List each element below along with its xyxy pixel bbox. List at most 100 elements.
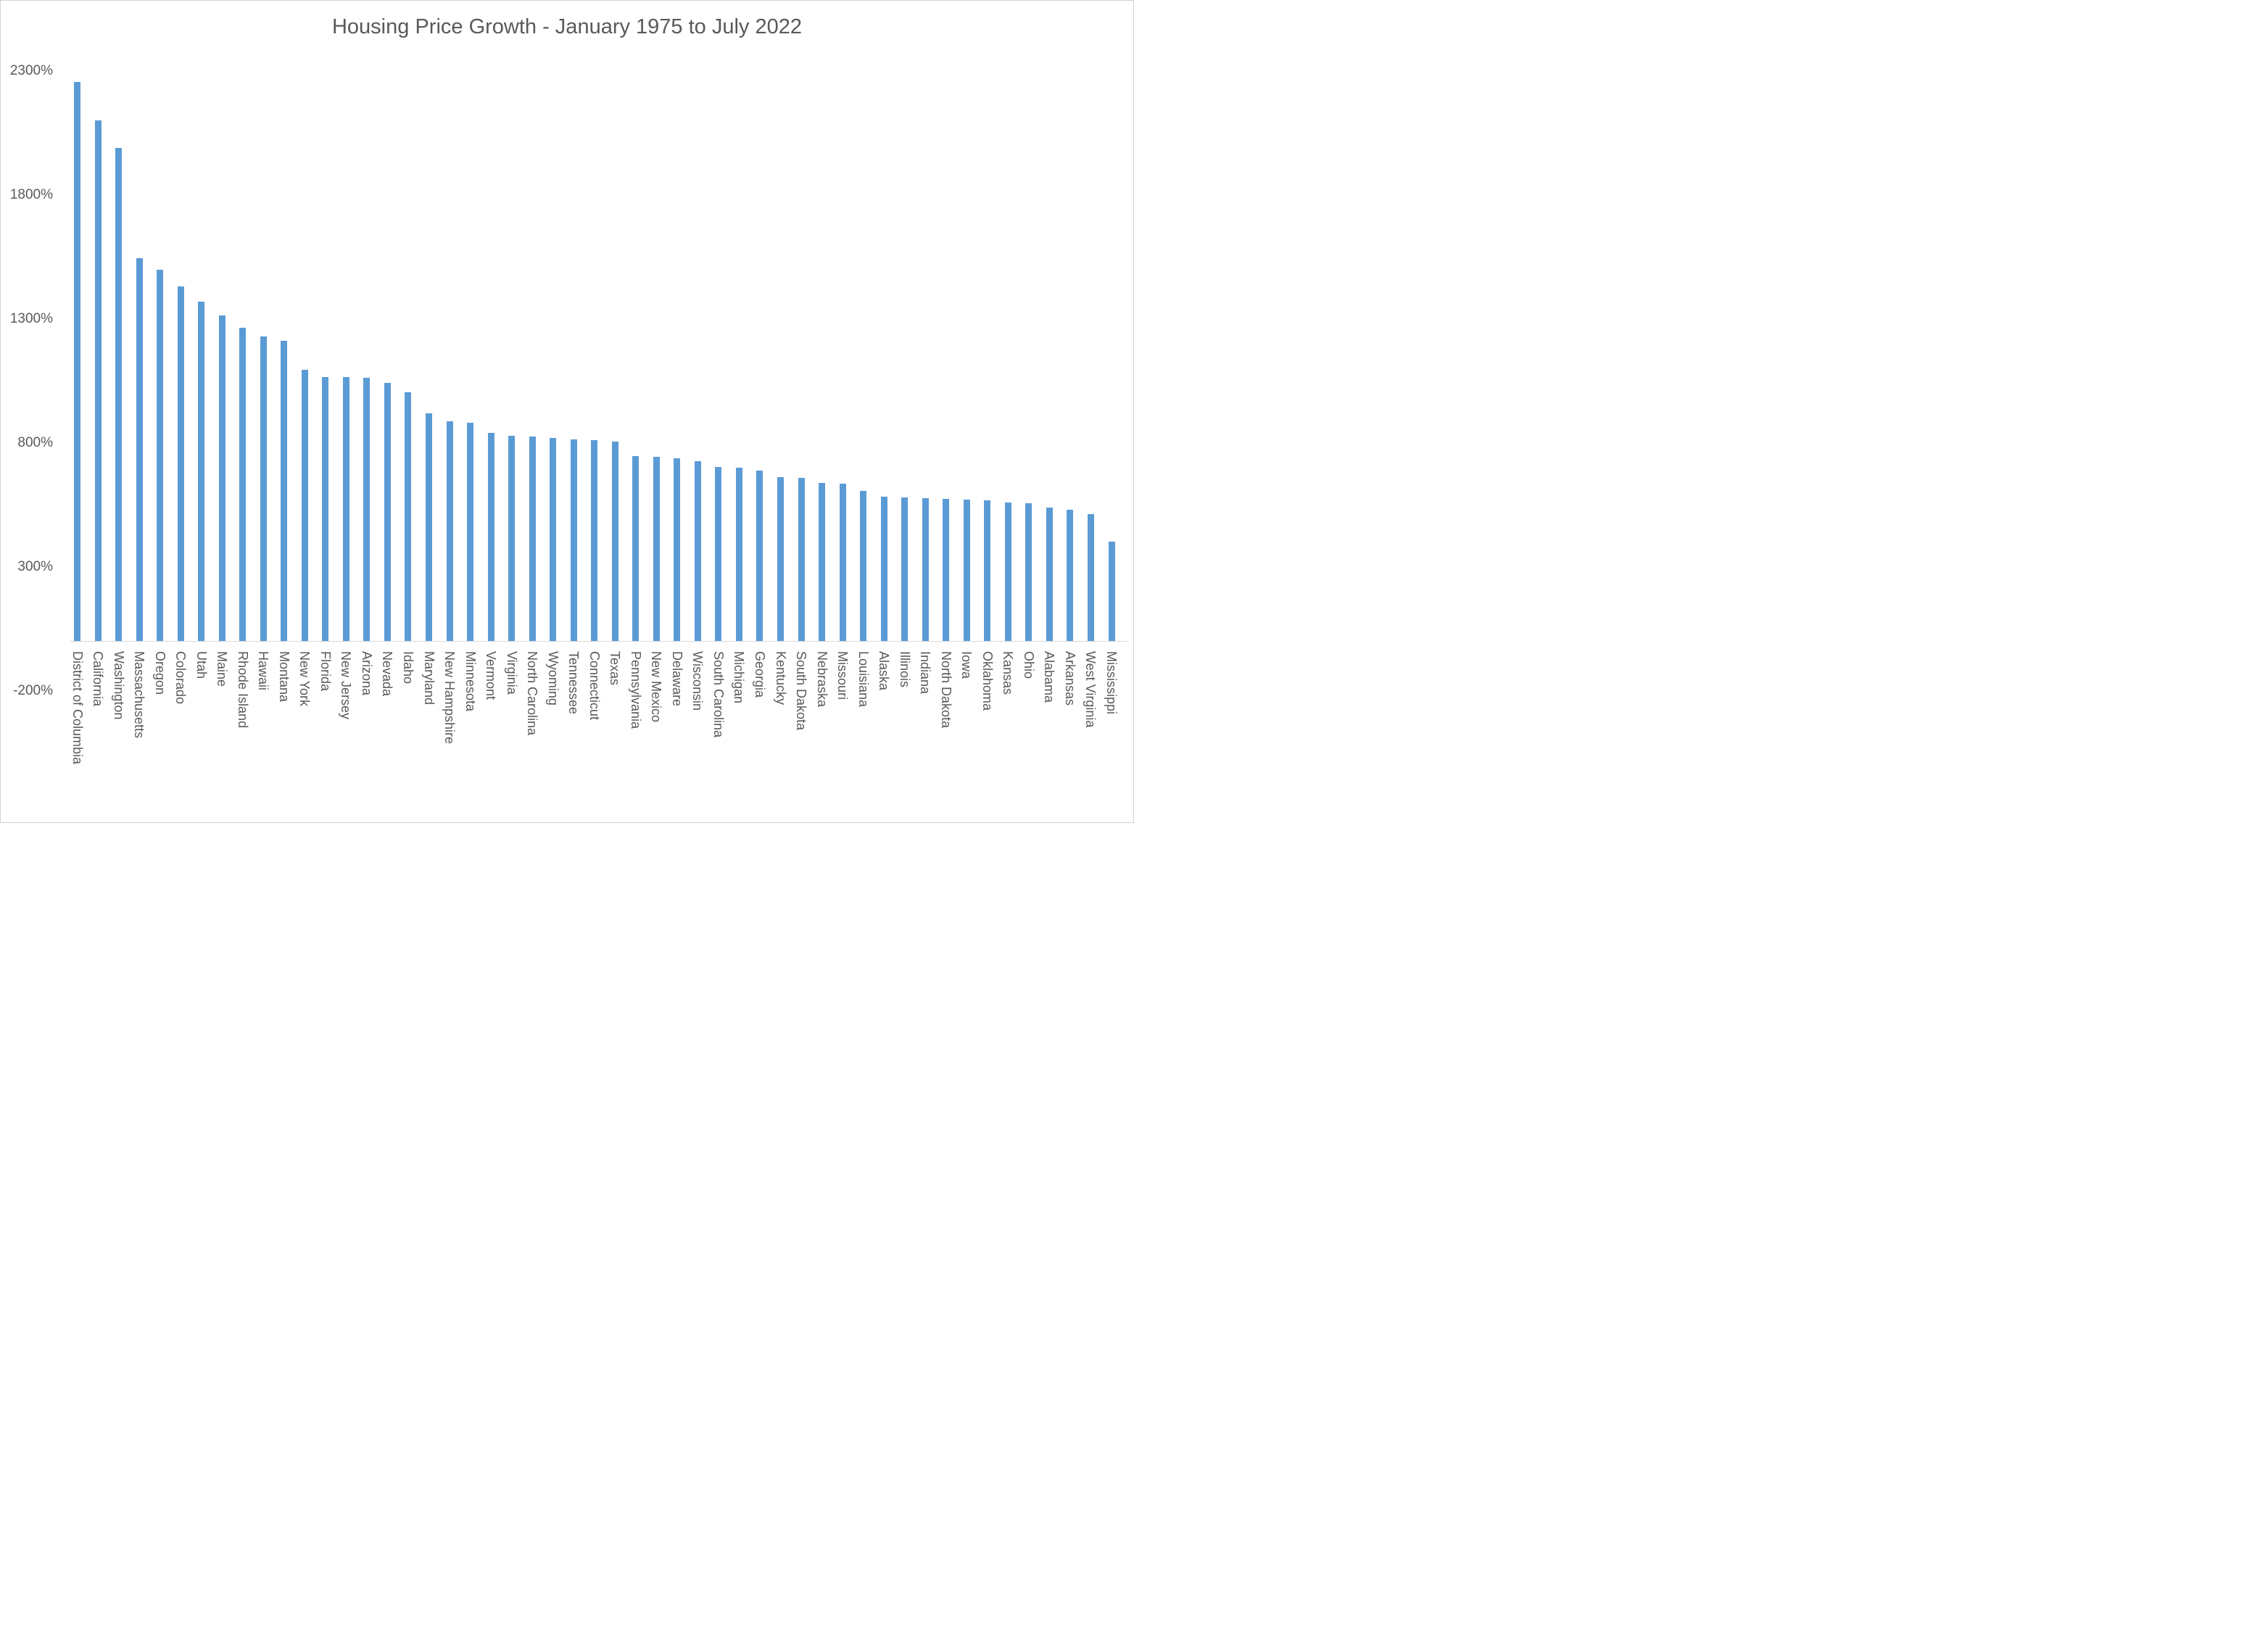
bar: [819, 483, 826, 641]
bar: [694, 460, 701, 641]
x-axis-label: Connecticut: [587, 651, 602, 721]
x-axis-label: New Hampshire: [442, 651, 458, 745]
bar: [1087, 513, 1094, 641]
plot-area: 2300% 1800% 1300% 800% 300% -200% District of…: [1, 1, 1133, 822]
bar: [632, 455, 640, 641]
bar: [218, 315, 225, 641]
x-axis-label: Vermont: [484, 651, 499, 700]
x-axis-label: Arizona: [359, 651, 374, 696]
y-tick-label: 800%: [17, 434, 53, 450]
bar: [570, 439, 577, 641]
bar: [446, 421, 453, 641]
x-axis-label: Arkansas: [1062, 651, 1077, 706]
x-axis-label: North Dakota: [938, 651, 953, 729]
x-axis-label: West Virginia: [1083, 651, 1098, 728]
x-axis-label: Nevada: [380, 651, 395, 697]
x-axis-label: Wyoming: [545, 651, 560, 706]
bar: [611, 441, 618, 641]
bar: [984, 500, 991, 641]
x-axis-label: New Jersey: [339, 651, 354, 720]
x-axis-label: Maine: [215, 651, 230, 687]
x-axis-label: Minnesota: [463, 651, 478, 712]
x-axis-label: Louisiana: [856, 651, 871, 708]
chart: Housing Price Growth - January 1975 to J…: [0, 0, 1134, 823]
x-axis-label: Utah: [194, 651, 209, 679]
bar: [363, 378, 371, 641]
bar: [1025, 503, 1032, 641]
bar: [839, 484, 846, 641]
bar: [591, 439, 598, 641]
bar: [115, 148, 123, 641]
bar: [177, 286, 184, 641]
x-axis-label: Iowa: [959, 651, 974, 679]
bar: [74, 81, 80, 641]
bar: [1067, 509, 1074, 641]
x-axis-label: Montana: [276, 651, 291, 703]
x-axis-label: Colorado: [173, 651, 189, 705]
bar: [943, 498, 950, 641]
x-axis-label: Illinois: [897, 651, 912, 688]
bar: [1046, 508, 1053, 641]
x-axis-label: New Mexico: [649, 651, 664, 723]
y-tick-label: 1800%: [9, 186, 53, 202]
bar: [860, 491, 867, 641]
bar: [384, 383, 391, 641]
bar: [322, 376, 329, 641]
x-axis-label: Ohio: [1021, 651, 1036, 679]
bar: [405, 392, 412, 641]
x-axis-label: Rhode Island: [235, 651, 250, 729]
y-tick-label: -200%: [13, 682, 53, 698]
bar: [880, 496, 887, 641]
x-axis-label: Washington: [111, 651, 126, 720]
x-axis-label: Virginia: [504, 651, 519, 695]
bar: [198, 302, 205, 641]
x-axis-label: South Dakota: [794, 651, 809, 731]
x-axis-label: Alabama: [1042, 651, 1057, 703]
x-axis-label: Mississippi: [1104, 651, 1119, 715]
x-axis-label: Idaho: [400, 651, 415, 685]
x-axis-label: Wisconsin: [690, 651, 705, 711]
bar: [94, 120, 102, 641]
x-axis-label: Georgia: [752, 651, 767, 698]
x-axis-label: North Carolina: [525, 651, 540, 736]
bar: [281, 340, 288, 641]
x-axis-label: Kansas: [1001, 651, 1016, 695]
bar: [1108, 542, 1115, 641]
bar: [239, 328, 247, 641]
x-axis-label: Pennsylvania: [628, 651, 643, 729]
x-axis-label: Maryland: [421, 651, 436, 706]
bar: [508, 435, 516, 641]
bar: [777, 476, 785, 641]
x-axis-label: District of Columbia: [70, 651, 85, 765]
x-axis-label: Alaska: [877, 651, 892, 691]
y-tick-label: 2300%: [9, 62, 53, 78]
x-axis-label: Nebraska: [814, 651, 829, 708]
bar: [653, 456, 660, 641]
x-axis-label: Massachusetts: [132, 651, 147, 739]
x-axis-label: South Carolina: [711, 651, 726, 738]
x-axis-label: Oklahoma: [980, 651, 995, 711]
bar: [550, 437, 557, 641]
bar: [467, 423, 474, 641]
x-axis-label: Kentucky: [773, 651, 788, 706]
bar: [487, 432, 494, 641]
bar: [756, 471, 763, 641]
bar: [963, 500, 970, 641]
bar: [529, 437, 536, 641]
bar: [715, 466, 722, 641]
x-axis-label: Oregon: [152, 651, 167, 695]
x-axis-label: Missouri: [835, 651, 850, 700]
x-axis-label: Texas: [608, 651, 623, 686]
bar: [301, 369, 308, 641]
x-axis-label: Delaware: [669, 651, 684, 707]
x-axis-label: California: [91, 651, 106, 707]
x-axis-line: [70, 641, 1129, 642]
bar: [260, 336, 267, 641]
bar: [157, 270, 164, 641]
bar: [798, 477, 805, 641]
chart-title: Housing Price Growth - January 1975 to J…: [331, 15, 802, 38]
bar: [735, 467, 742, 641]
bar: [922, 498, 929, 641]
x-axis-label: Tennessee: [566, 651, 582, 715]
x-axis-label: Hawaii: [256, 651, 271, 691]
